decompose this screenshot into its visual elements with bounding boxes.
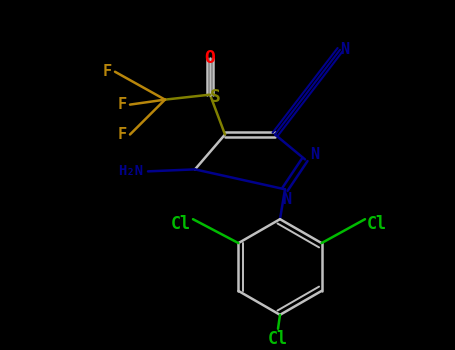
Text: F: F bbox=[102, 64, 111, 79]
Text: N: N bbox=[283, 192, 292, 207]
Text: F: F bbox=[117, 127, 126, 142]
Text: H₂N: H₂N bbox=[118, 164, 143, 178]
Text: Cl: Cl bbox=[367, 215, 387, 233]
Text: O: O bbox=[205, 49, 215, 67]
Text: N: N bbox=[340, 42, 349, 57]
Text: Cl: Cl bbox=[268, 330, 288, 348]
Text: F: F bbox=[117, 97, 126, 112]
Text: N: N bbox=[310, 147, 319, 162]
Text: Cl: Cl bbox=[171, 215, 191, 233]
Text: S: S bbox=[210, 88, 220, 106]
